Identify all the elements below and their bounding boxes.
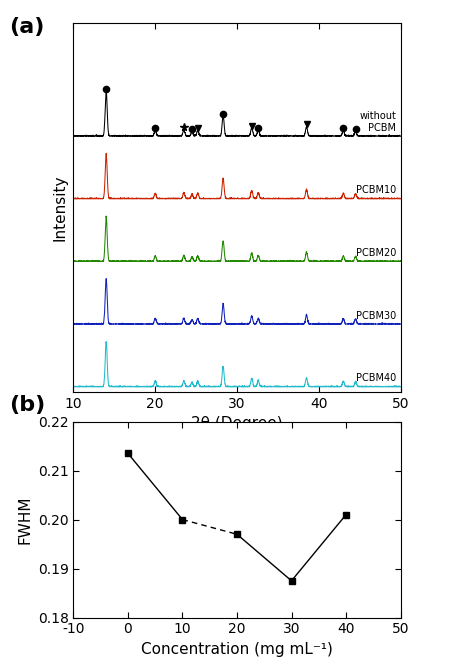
Text: without
PCBM: without PCBM — [360, 111, 396, 133]
Text: PCBM40: PCBM40 — [356, 373, 396, 383]
Y-axis label: Intensity: Intensity — [53, 174, 68, 241]
X-axis label: 2θ (Degree): 2θ (Degree) — [191, 416, 283, 431]
Text: PCBM20: PCBM20 — [356, 248, 396, 258]
Text: (a): (a) — [9, 17, 45, 37]
Text: PCBM30: PCBM30 — [356, 311, 396, 321]
Y-axis label: FWHM: FWHM — [17, 495, 32, 544]
Text: PCBM10: PCBM10 — [356, 185, 396, 195]
Text: (b): (b) — [9, 395, 46, 415]
X-axis label: Concentration (mg mL⁻¹): Concentration (mg mL⁻¹) — [141, 642, 333, 657]
